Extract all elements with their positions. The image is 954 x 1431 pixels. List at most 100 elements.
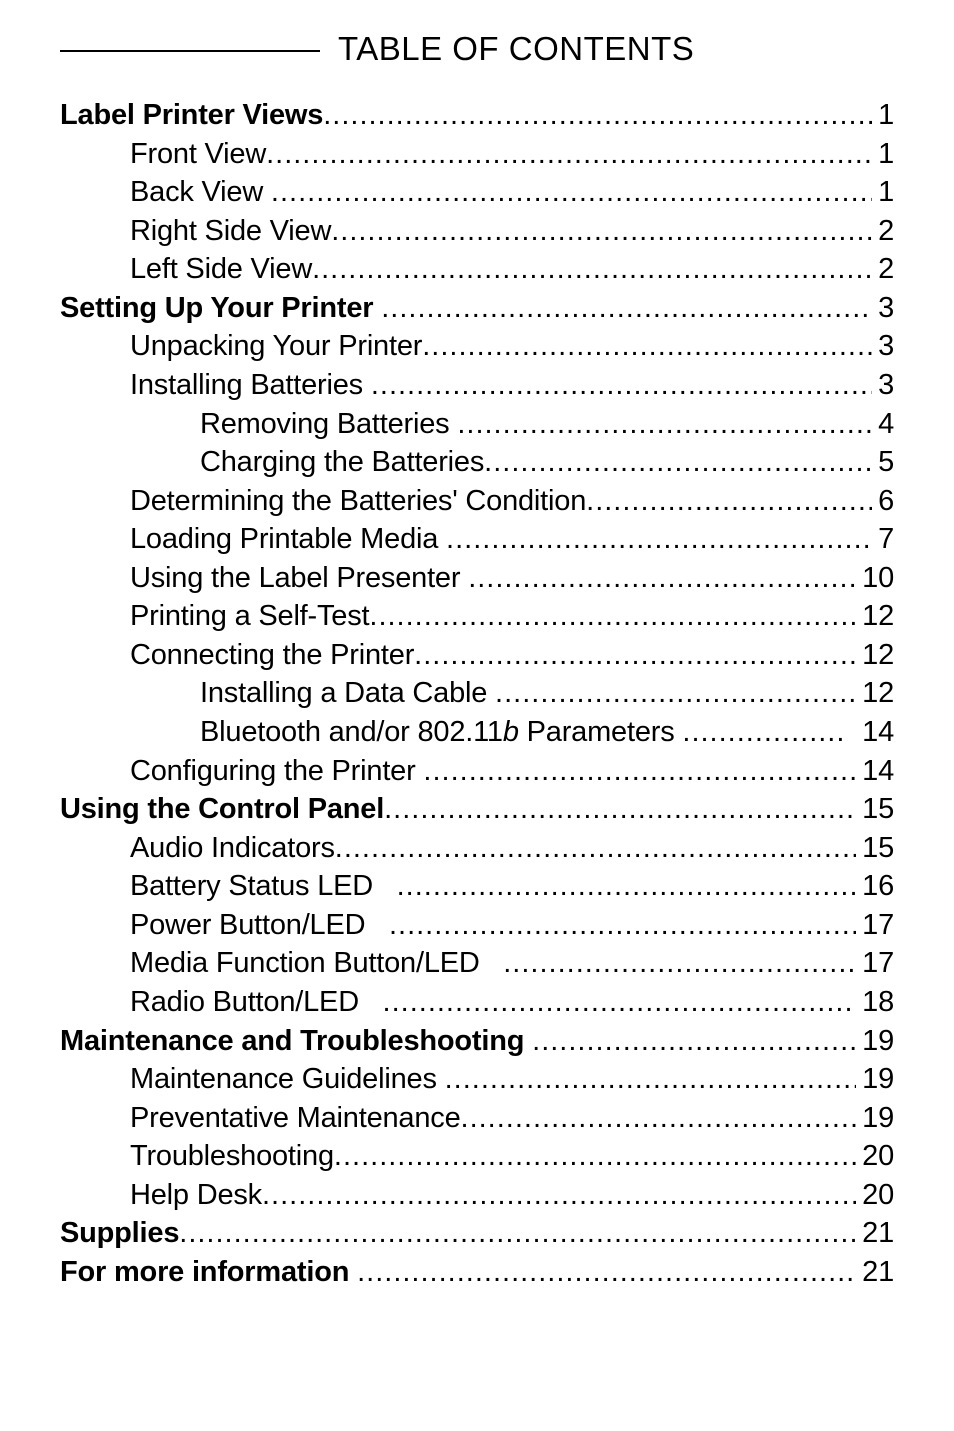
- toc-leader: [266, 135, 872, 174]
- toc-leader: [383, 983, 857, 1022]
- toc-label: Radio Button/LED: [130, 983, 359, 1022]
- toc-label: Help Desk: [130, 1176, 262, 1215]
- toc-row: Maintenance Guidelines 19: [60, 1060, 894, 1099]
- toc-page: 2: [872, 250, 894, 289]
- toc-row: Troubleshooting20: [60, 1137, 894, 1176]
- toc-space: [381, 906, 389, 945]
- toc-label: Media Function Button/LED: [130, 944, 480, 983]
- toc-label: Audio Indicators: [130, 829, 335, 868]
- toc-page: 1: [872, 173, 894, 212]
- toc-row: Maintenance and Troubleshooting 19: [60, 1022, 894, 1061]
- toc-gap: [373, 867, 389, 906]
- toc-leader: [357, 1253, 856, 1292]
- table-of-contents: Label Printer Views 1 Front View 1 Back View…: [60, 96, 894, 1291]
- toc-space: [460, 559, 468, 598]
- toc-page: 20: [856, 1176, 894, 1215]
- toc-row: Using the Control Panel15: [60, 790, 894, 829]
- toc-leader: [369, 597, 856, 636]
- toc-page: 14: [856, 713, 894, 752]
- toc-row: Bluetooth and/or 802.11b Parameters 14: [60, 713, 894, 752]
- toc-label: Right Side View: [130, 212, 331, 251]
- header-rule: [60, 50, 320, 52]
- toc-space: [375, 983, 383, 1022]
- toc-leader: [323, 96, 872, 135]
- toc-label: Using the Label Presenter: [130, 559, 460, 598]
- toc-leader: [384, 790, 856, 829]
- toc-page: 18: [856, 983, 894, 1022]
- toc-label: Charging the Batteries: [200, 443, 484, 482]
- toc-space: [263, 173, 271, 212]
- toc-leader: [179, 1214, 856, 1253]
- toc-space: [349, 1253, 357, 1292]
- toc-leader: [445, 1060, 857, 1099]
- toc-space: [487, 674, 495, 713]
- toc-page: 2: [872, 212, 894, 251]
- toc-row: Determining the Batteries' Condition 6: [60, 482, 894, 521]
- toc-page: 16: [856, 867, 894, 906]
- page-title: TABLE OF CONTENTS: [338, 30, 694, 68]
- toc-space: [373, 289, 381, 328]
- toc-space: [389, 867, 397, 906]
- toc-label: Removing Batteries: [200, 405, 449, 444]
- toc-page: 3: [872, 289, 894, 328]
- toc-row: Charging the Batteries 5: [60, 443, 894, 482]
- toc-label: Installing Batteries: [130, 366, 363, 405]
- toc-label: Configuring the Printer: [130, 752, 416, 791]
- toc-row: Configuring the Printer 14: [60, 752, 894, 791]
- toc-row: Left Side View 2: [60, 250, 894, 289]
- toc-leader: [312, 250, 872, 289]
- toc-leader: [457, 405, 872, 444]
- toc-row: Front View 1: [60, 135, 894, 174]
- toc-row: Help Desk 20: [60, 1176, 894, 1215]
- toc-label: Front View: [130, 135, 266, 174]
- toc-label: Supplies: [60, 1214, 179, 1253]
- toc-label: Left Side View: [130, 250, 312, 289]
- toc-label: For more information: [60, 1253, 349, 1292]
- toc-page: 15: [856, 790, 894, 829]
- toc-page: 19: [856, 1022, 894, 1061]
- toc-leader: [446, 520, 872, 559]
- toc-row: Installing Batteries 3: [60, 366, 894, 405]
- toc-leader: [586, 482, 872, 521]
- toc-leader: [495, 674, 856, 713]
- toc-space: [495, 944, 503, 983]
- toc-label: Unpacking Your Printer: [130, 327, 422, 366]
- toc-page: 1: [872, 135, 894, 174]
- toc-page: 19: [856, 1099, 894, 1138]
- toc-page: 10: [856, 559, 894, 598]
- toc-page: 5: [872, 443, 894, 482]
- toc-space: [848, 713, 856, 752]
- toc-leader: [468, 559, 856, 598]
- toc-gap: [365, 906, 381, 945]
- toc-space: [416, 752, 424, 791]
- toc-label: Label Printer Views: [60, 96, 323, 135]
- toc-row: Loading Printable Media 7: [60, 520, 894, 559]
- toc-page: 6: [872, 482, 894, 521]
- toc-row: For more information 21: [60, 1253, 894, 1292]
- toc-row: Supplies21: [60, 1214, 894, 1253]
- toc-space: [449, 405, 457, 444]
- toc-label: Loading Printable Media: [130, 520, 438, 559]
- toc-row: Audio Indicators15: [60, 829, 894, 868]
- toc-label: Determining the Batteries' Condition: [130, 482, 586, 521]
- toc-page: 4: [872, 405, 894, 444]
- toc-label: Bluetooth and/or 802.11b Parameters: [200, 713, 675, 752]
- toc-leader: [414, 636, 856, 675]
- toc-row: Unpacking Your Printer3: [60, 327, 894, 366]
- toc-gap: [480, 944, 496, 983]
- toc-label: Back View: [130, 173, 263, 212]
- toc-leader: [389, 906, 856, 945]
- toc-row: Preventative Maintenance19: [60, 1099, 894, 1138]
- toc-label: Power Button/LED: [130, 906, 365, 945]
- toc-page: 17: [856, 906, 894, 945]
- toc-label: Setting Up Your Printer: [60, 289, 373, 328]
- toc-page: 3: [872, 366, 894, 405]
- toc-leader: [262, 1176, 856, 1215]
- header: TABLE OF CONTENTS: [60, 30, 894, 68]
- toc-space: [363, 366, 371, 405]
- toc-leader: [461, 1099, 857, 1138]
- toc-leader: [335, 829, 856, 868]
- toc-gap: [359, 983, 375, 1022]
- toc-leader: [271, 173, 872, 212]
- toc-row: Power Button/LED 17: [60, 906, 894, 945]
